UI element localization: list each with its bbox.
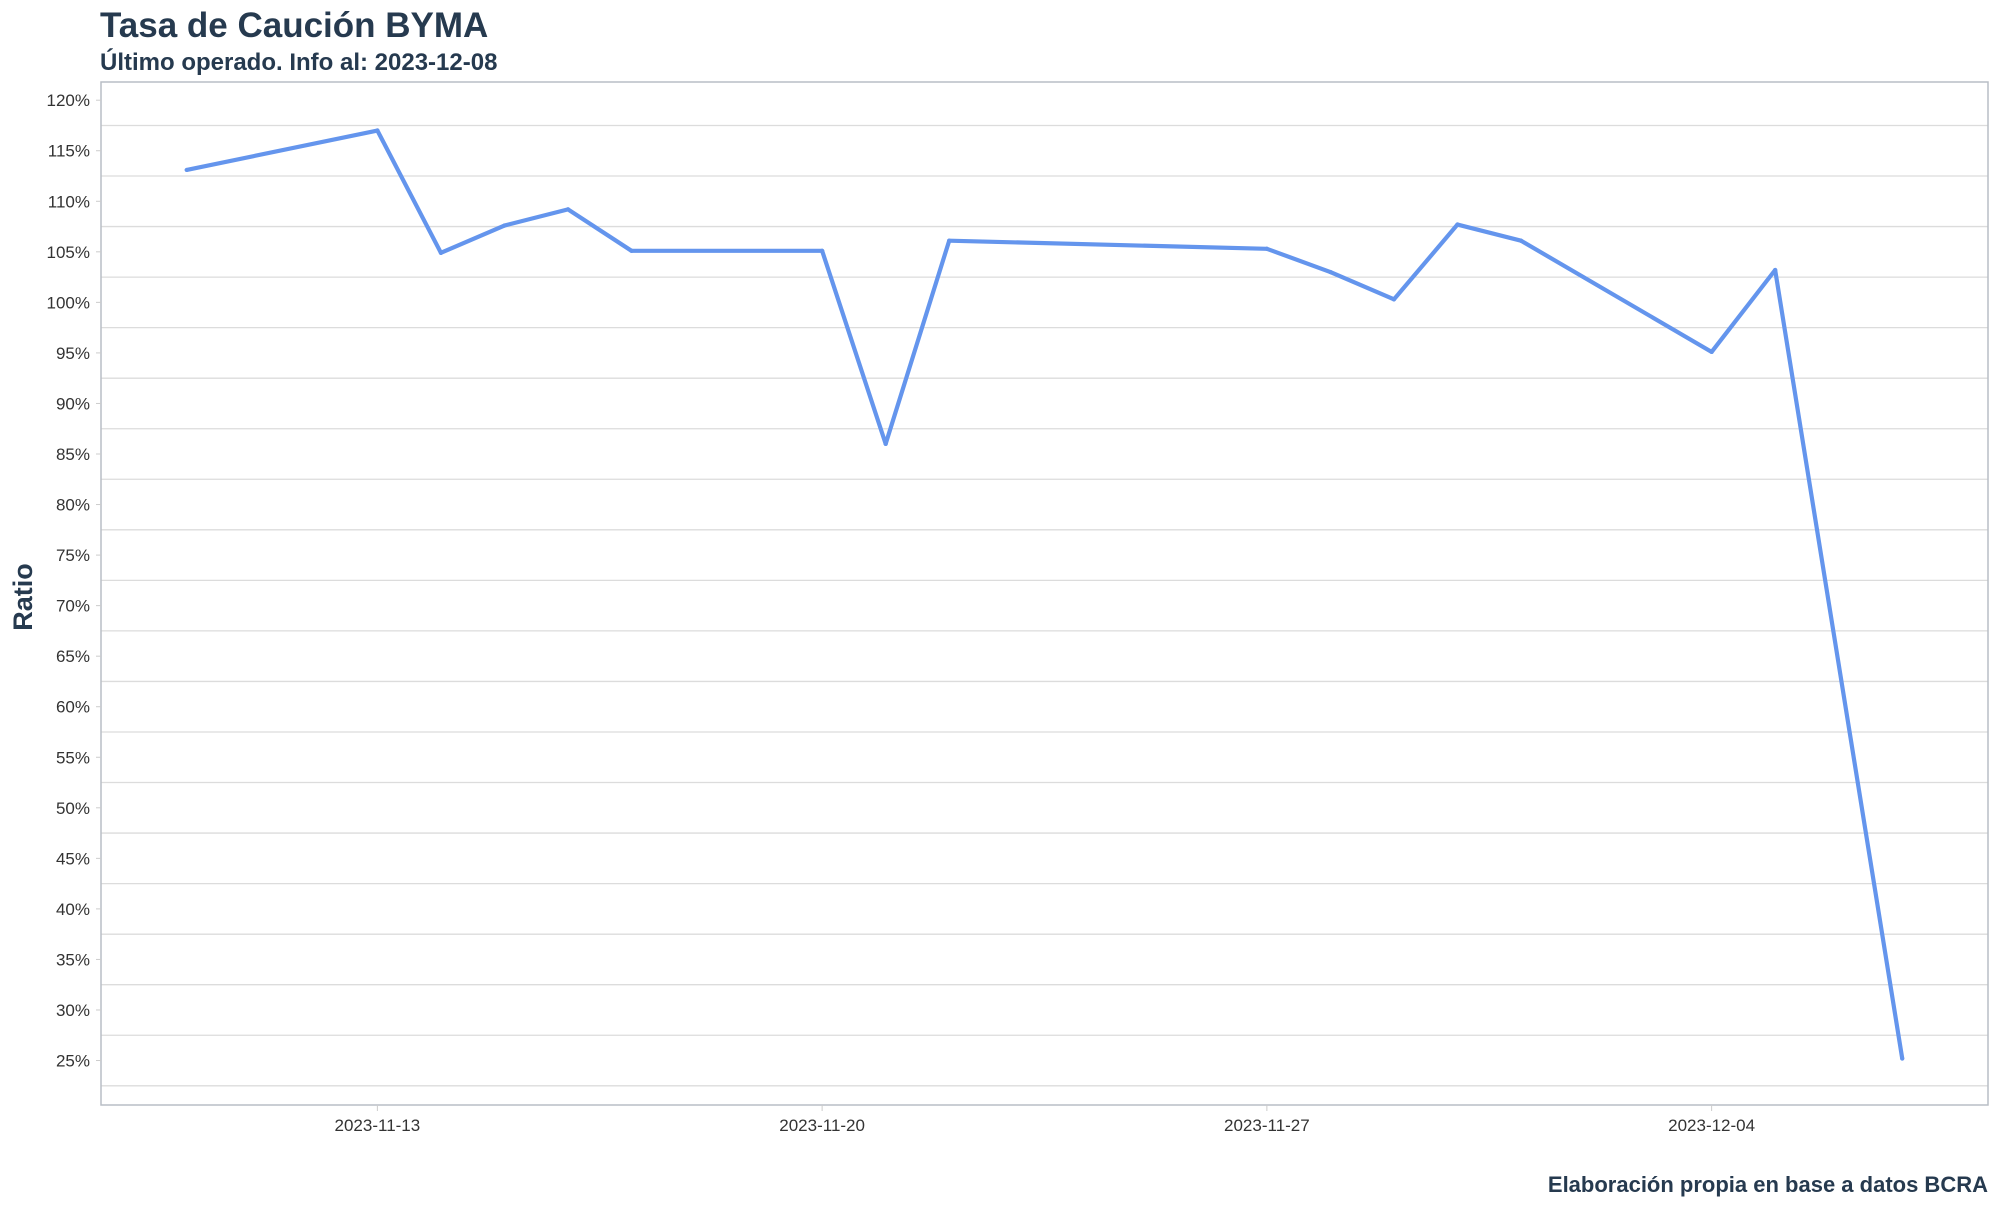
data-point [883,441,888,446]
line-segment [1773,267,1905,1061]
y-tick-label: 75% [56,546,90,565]
y-tick-label: 110% [48,192,90,211]
data-point [820,248,825,253]
line-segment [947,238,1269,251]
y-tick-label: 85% [56,445,90,464]
data-point [1391,297,1397,302]
line-segment [438,223,507,255]
grid-lines [101,124,1988,1087]
y-tick-label: 40% [56,900,90,919]
chart-caption: Elaboración propia en base a datos BCRA [1547,1172,1988,1197]
line-segment [1264,246,1333,275]
line-segment [1709,267,1778,355]
line-segment [502,207,571,228]
line-segment [1328,269,1397,302]
line-segment [184,128,380,173]
data-point [1709,349,1714,355]
data-point [1518,238,1524,243]
data-point [1328,269,1333,275]
data-point [1773,267,1778,273]
y-tick-label: 30% [56,1001,90,1020]
x-tick-label: 2023-11-27 [1224,1116,1310,1135]
y-tick-label: 35% [56,950,90,969]
x-tick-label: 2023-11-20 [779,1116,865,1135]
line-segment [820,248,888,446]
data-point [184,167,189,173]
line-segment [1391,222,1460,302]
y-tick-label: 105% [47,243,90,262]
line-segment [1518,238,1714,355]
y-tick-label: 80% [56,496,90,515]
y-tick-label: 100% [47,293,90,312]
x-tick-label: 2023-12-04 [1668,1116,1755,1135]
y-tick-label: 120% [47,91,90,110]
y-axis: 25% 30% 35% 40% 45% 50% 55% 60% 65% 70% 75% 80% 85% 9… [47,91,101,1071]
data-point [629,248,634,253]
y-tick-label: 60% [56,698,90,717]
y-tick-label: 45% [56,849,90,868]
y-tick-label: 70% [56,597,90,616]
data-point [438,250,444,255]
y-tick-label: 25% [56,1052,90,1071]
y-tick-label: 55% [56,748,90,767]
data-point [375,128,380,133]
y-tick-label: 50% [56,799,90,818]
line-segment [1455,222,1524,243]
y-tick-label: 65% [56,647,90,666]
y-axis-label: Ratio [8,563,38,631]
y-tick-label: 90% [56,394,90,413]
chart-title: Tasa de Caución BYMA [100,6,489,45]
line-segment [565,207,634,253]
series-line [184,128,1905,1061]
line-segment [883,238,952,446]
line-segment [375,128,444,255]
y-tick-label: 115% [48,142,90,161]
y-tick-label: 95% [56,344,90,363]
data-point [947,238,952,243]
x-tick-label: 2023-11-13 [335,1116,421,1135]
chart-subtitle: Último operado. Info al: 2023-12-08 [100,49,498,76]
x-axis: 2023-11-13 2023-11-20 2023-11-27 2023-12-04 [335,1105,1755,1135]
plot-panel [100,81,1989,1106]
data-point [1455,222,1460,227]
data-point [502,223,507,228]
data-point [1264,246,1269,251]
data-point [565,207,571,212]
data-point [1900,1056,1905,1061]
